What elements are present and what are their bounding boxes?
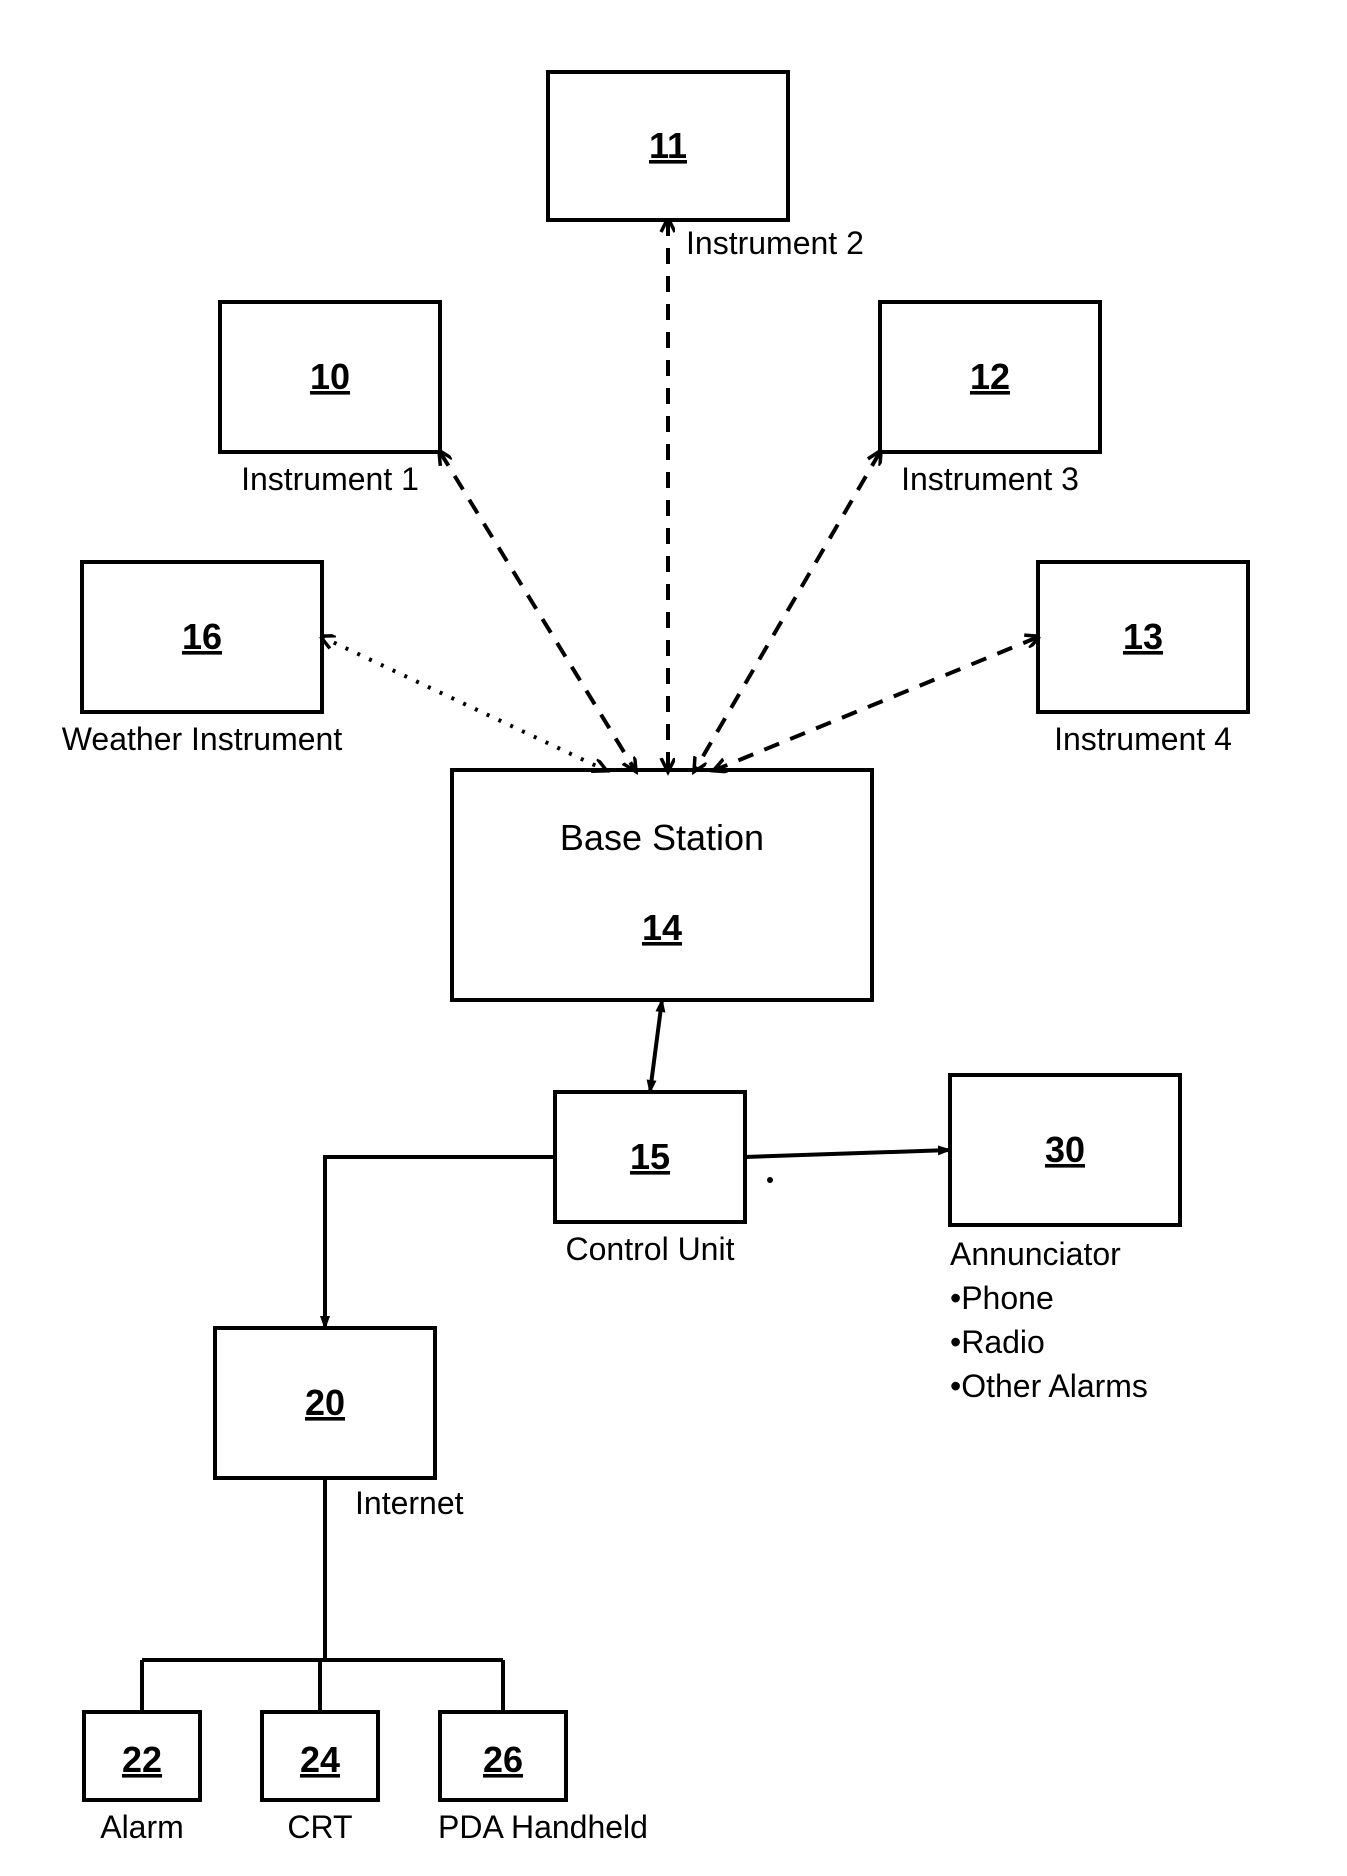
node-label-n20: Internet: [355, 1485, 464, 1521]
node-number-n24: 24: [300, 1739, 340, 1780]
edge-n15-n20: [325, 1157, 555, 1328]
node-label-n22: Alarm: [100, 1809, 184, 1845]
edge-n15-n30: [745, 1150, 950, 1157]
node-label-n30-line3: •Other Alarms: [950, 1368, 1148, 1404]
node-label-n11: Instrument 2: [686, 225, 864, 261]
edge-n14-n15: [650, 1000, 662, 1092]
node-number-n14: 14: [642, 907, 682, 948]
node-label-n10: Instrument 1: [241, 461, 419, 497]
edge-n10-hub: [440, 452, 635, 770]
node-number-n10: 10: [310, 356, 350, 397]
node-number-n30: 30: [1045, 1129, 1085, 1170]
node-number-n26: 26: [483, 1739, 523, 1780]
edge-n13-hub: [715, 637, 1038, 770]
node-label-n30-line0: Annunciator: [950, 1236, 1121, 1272]
node-number-n22: 22: [122, 1739, 162, 1780]
node-label-n15: Control Unit: [566, 1231, 735, 1267]
node-label-n12: Instrument 3: [901, 461, 1079, 497]
node-number-n15: 15: [630, 1136, 670, 1177]
node-title-n14: Base Station: [560, 817, 764, 858]
node-number-n20: 20: [305, 1382, 345, 1423]
edge-n12-hub: [695, 452, 880, 770]
artifact-dot: [767, 1177, 773, 1183]
node-label-n24: CRT: [287, 1809, 352, 1845]
node-number-n13: 13: [1123, 616, 1163, 657]
node-number-n12: 12: [970, 356, 1010, 397]
node-number-n16: 16: [182, 616, 222, 657]
node-label-n26: PDA Handheld: [438, 1809, 648, 1845]
node-n14: [452, 770, 872, 1000]
node-label-n30-line1: •Phone: [950, 1280, 1054, 1316]
node-label-n13: Instrument 4: [1054, 721, 1232, 757]
node-label-n16: Weather Instrument: [62, 721, 343, 757]
edge-n16-hub: [322, 637, 605, 770]
node-number-n11: 11: [649, 125, 687, 166]
node-label-n30-line2: •Radio: [950, 1324, 1045, 1360]
